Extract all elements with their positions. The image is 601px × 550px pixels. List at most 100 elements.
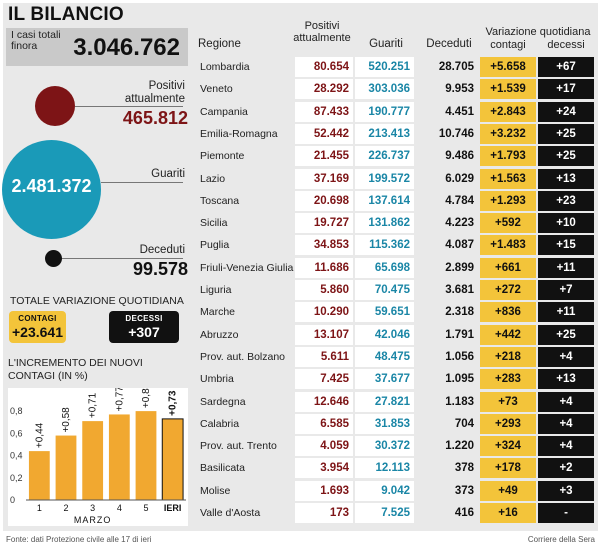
daily-variation-title: TOTALE VARIAZIONE QUOTIDIANA — [10, 295, 184, 307]
region-cell: Lazio — [200, 168, 295, 189]
deceduti-value: 99.578 — [132, 259, 188, 279]
positivi-cell: 28.292 — [295, 79, 353, 100]
deceduti-cell: 378 — [416, 458, 478, 479]
x-tick-label: 2 — [63, 503, 68, 513]
guariti-cell: 65.698 — [355, 257, 414, 278]
positivi-leader-line — [75, 106, 183, 107]
decessi-badge-value: +307 — [128, 324, 160, 340]
table-row: Sardegna 12.646 27.821 1.183 +73 +4 — [198, 391, 595, 413]
table-row: Lazio 37.169 199.572 6.029 +1.563 +13 — [198, 168, 595, 190]
table-row: Prov. aut. Bolzano 5.611 48.475 1.056 +218 +4 — [198, 346, 595, 368]
decessi-cell: +25 — [538, 324, 594, 345]
region-cell: Umbria — [200, 369, 295, 390]
positivi-cell: 87.433 — [295, 101, 353, 122]
contagi-cell: +1.483 — [480, 235, 536, 256]
chart-title: L'INCREMENTO DEI NUOVI CONTAGI (IN %) — [8, 357, 143, 382]
region-cell: Liguria — [200, 280, 295, 300]
guariti-cell: 7.525 — [355, 503, 414, 523]
decessi-cell: +11 — [538, 257, 594, 278]
table-row: Campania 87.433 190.777 4.451 +2.843 +24 — [198, 101, 595, 123]
header-guariti: Guariti — [369, 38, 403, 50]
bar-value-label: +0,44 — [34, 422, 45, 448]
header-positivi: Positivi attualmente — [293, 20, 351, 44]
guariti-cell: 115.362 — [355, 235, 414, 256]
contagi-cell: +49 — [480, 480, 536, 501]
total-cases-value: 3.046.762 — [73, 34, 180, 61]
contagi-cell: +324 — [480, 436, 536, 457]
contagi-cell: +293 — [480, 413, 536, 434]
contagi-badge-label: CONTAGI — [18, 314, 57, 323]
region-cell: Puglia — [200, 235, 295, 256]
bar — [82, 421, 104, 500]
contagi-cell: +2.843 — [480, 101, 536, 122]
y-tick-label: 0,8 — [10, 406, 23, 416]
bar-value-label: +0,8 — [141, 388, 152, 408]
bar — [55, 435, 77, 500]
decessi-cell: +7 — [538, 280, 594, 300]
y-tick-label: 0,6 — [10, 428, 23, 438]
contagi-badge-value: +23.641 — [12, 324, 63, 340]
positivi-cell: 3.954 — [295, 458, 353, 479]
contagi-badge: CONTAGI +23.641 — [9, 311, 66, 343]
region-cell: Prov. aut. Bolzano — [200, 346, 295, 367]
contagi-cell: +283 — [480, 369, 536, 390]
deceduti-cell: 4.087 — [416, 235, 478, 256]
contagi-cell: +1.563 — [480, 168, 536, 189]
bar-value-label: +0,71 — [88, 392, 99, 418]
guariti-cell: 48.475 — [355, 346, 414, 367]
decessi-cell: +10 — [538, 213, 594, 234]
table-row: Veneto 28.292 303.036 9.953 +1.539 +17 — [198, 79, 595, 100]
region-cell: Sardegna — [200, 391, 295, 412]
guariti-value: 2.481.372 — [11, 176, 92, 196]
y-tick-label: 0 — [10, 495, 15, 505]
guariti-cell: 520.251 — [355, 57, 414, 77]
table-row: Liguria 5.860 70.475 3.681 +272 +7 — [198, 280, 595, 301]
decessi-badge-label: DECESSI — [125, 314, 163, 323]
table-row: Basilicata 3.954 12.113 378 +178 +2 — [198, 458, 595, 479]
contagi-cell: +442 — [480, 324, 536, 345]
positivi-cell: 1.693 — [295, 480, 353, 501]
deceduti-cell: 1.791 — [416, 324, 478, 345]
guariti-cell: 190.777 — [355, 101, 414, 122]
region-cell: Piemonte — [200, 146, 295, 167]
positivi-label: Positivi attualmente — [124, 80, 185, 105]
decessi-cell: +4 — [538, 413, 594, 434]
decessi-cell: +25 — [538, 146, 594, 167]
guariti-cell: 226.737 — [355, 146, 414, 167]
decessi-cell: +3 — [538, 480, 594, 501]
deceduti-cell: 1.056 — [416, 346, 478, 367]
guariti-cell: 31.853 — [355, 413, 414, 434]
positivi-cell: 20.698 — [295, 190, 353, 211]
bar — [135, 411, 157, 500]
table-row: Emilia-Romagna 52.442 213.413 10.746 +3.232 +… — [198, 123, 595, 145]
contagi-cell: +661 — [480, 257, 536, 278]
contagi-cell: +218 — [480, 346, 536, 367]
region-cell: Molise — [200, 480, 295, 501]
decessi-cell: +24 — [538, 101, 594, 122]
region-cell: Calabria — [200, 413, 295, 434]
x-axis-label: MARZO — [74, 515, 112, 525]
deceduti-cell: 28.705 — [416, 57, 478, 77]
contagi-cell: +16 — [480, 503, 536, 523]
header-decessi: decessi — [547, 39, 585, 51]
decessi-badge: DECESSI +307 — [109, 311, 179, 343]
positivi-cell: 80.654 — [295, 57, 353, 77]
region-cell: Lombardia — [200, 57, 295, 77]
guariti-cell: 42.046 — [355, 324, 414, 345]
deceduti-cell: 1.095 — [416, 369, 478, 390]
decessi-cell: +17 — [538, 79, 594, 100]
region-cell: Valle d'Aosta — [200, 503, 295, 523]
decessi-cell: +2 — [538, 458, 594, 479]
contagi-cell: +272 — [480, 280, 536, 300]
region-cell: Campania — [200, 101, 295, 122]
decessi-cell: +13 — [538, 168, 594, 189]
region-cell: Marche — [200, 302, 295, 323]
contagi-cell: +3.232 — [480, 123, 536, 144]
guariti-cell: 37.677 — [355, 369, 414, 390]
region-cell: Basilicata — [200, 458, 295, 479]
x-tick-label: 1 — [37, 503, 42, 513]
x-tick-label: IERI — [164, 503, 182, 513]
deceduti-cell: 4.451 — [416, 101, 478, 122]
table-row: Piemonte 21.455 226.737 9.486 +1.793 +25 — [198, 146, 595, 167]
deceduti-cell: 416 — [416, 503, 478, 523]
